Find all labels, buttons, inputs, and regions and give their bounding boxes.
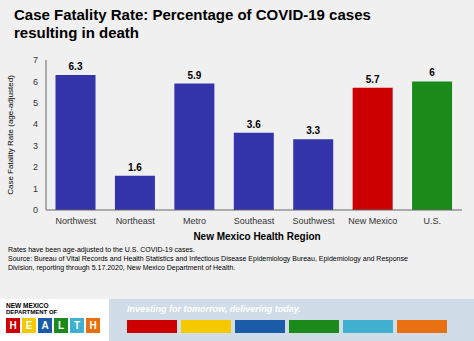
svg-text:Southeast: Southeast: [234, 216, 275, 226]
svg-text:1: 1: [33, 184, 38, 194]
html-text:DEPARTMENT OF: DEPARTMENT OF: [6, 309, 58, 316]
svg-text:U.S.: U.S.: [424, 216, 442, 226]
svg-text:3.6: 3.6: [247, 119, 261, 130]
html-text:H: H: [9, 319, 17, 331]
svg-text:6: 6: [429, 67, 435, 78]
svg-text:3.3: 3.3: [306, 125, 320, 136]
html-text:T: T: [73, 319, 80, 331]
html-text:L: L: [57, 319, 64, 331]
html-text:Source: Bureau of Vital Record: Source: Bureau of Vital Records and Heal…: [8, 254, 408, 262]
svg-text:Case Fatality Rate (age-adjust: Case Fatality Rate (age-adjusted): [8, 75, 15, 195]
html-text:E: E: [25, 319, 33, 331]
svg-text:6: 6: [33, 77, 38, 87]
svg-text:Southwest: Southwest: [292, 216, 335, 226]
svg-text:2: 2: [33, 162, 38, 172]
html-text:NEW MEXICO: NEW MEXICO: [6, 302, 49, 309]
svg-text:5: 5: [33, 98, 38, 108]
svg-text:5.9: 5.9: [187, 70, 201, 81]
svg-text:Metro: Metro: [183, 216, 206, 226]
html-text:resulting in death: resulting in death: [14, 24, 139, 41]
svg-text:4: 4: [33, 119, 38, 129]
html-text:A: A: [41, 319, 49, 331]
svg-text:0: 0: [33, 205, 38, 215]
svg-text:1.6: 1.6: [128, 162, 142, 173]
svg-text:Northeast: Northeast: [116, 216, 156, 226]
svg-text:New Mexico: New Mexico: [348, 216, 397, 226]
svg-text:3: 3: [33, 141, 38, 151]
html-text:New Mexico Health Region: New Mexico Health Region: [193, 231, 321, 242]
svg-text:Northwest: Northwest: [55, 216, 96, 226]
html-text:Case Fatality Rate: Percentage: Case Fatality Rate: Percentage of COVID-…: [14, 6, 371, 23]
html-text:Investing for tomorrow, delive: Investing for tomorrow, delivering today…: [127, 304, 301, 314]
svg-text:5.7: 5.7: [366, 74, 380, 85]
svg-text:6.3: 6.3: [69, 61, 83, 72]
html-text:Division, reporting through 5.: Division, reporting through 5.17.2020, N…: [8, 263, 236, 271]
html-text:Rates have been age-adjusted t: Rates have been age-adjusted to the U.S.…: [8, 246, 195, 253]
svg-text:7: 7: [33, 55, 38, 65]
html-text:H: H: [89, 319, 97, 331]
